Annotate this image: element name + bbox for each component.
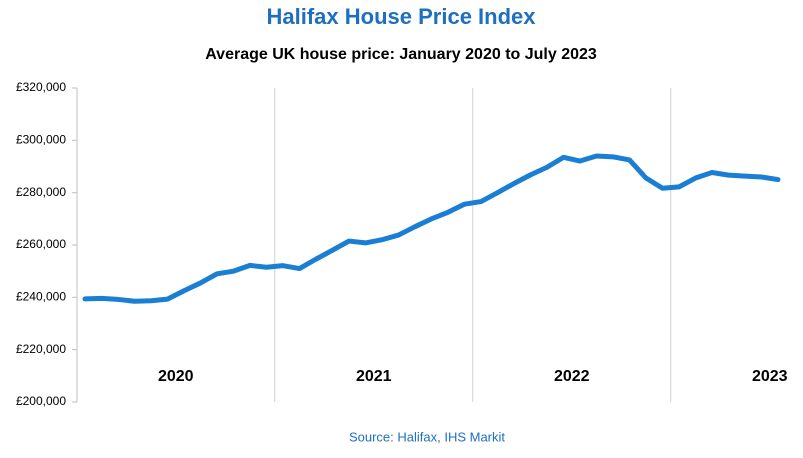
x-tick-label: 2023 (752, 368, 788, 385)
x-tick-label: 2022 (554, 368, 590, 385)
chart-subtitle: Average UK house price: January 2020 to … (205, 46, 597, 63)
x-tick-label: 2021 (356, 368, 392, 385)
y-tick-label: £280,000 (16, 185, 66, 199)
y-tick-label: £240,000 (16, 290, 66, 304)
y-tick-label: £300,000 (16, 133, 66, 147)
y-tick-label: £260,000 (16, 237, 66, 251)
y-tick-label: £320,000 (16, 80, 66, 94)
y-tick-label: £220,000 (16, 342, 66, 356)
x-tick-label: 2020 (158, 368, 194, 385)
chart-title: Halifax House Price Index (267, 4, 537, 29)
series-line (82, 153, 781, 304)
y-tick-label: £200,000 (16, 394, 66, 408)
source-note: Source: Halifax, IHS Markit (349, 429, 505, 444)
